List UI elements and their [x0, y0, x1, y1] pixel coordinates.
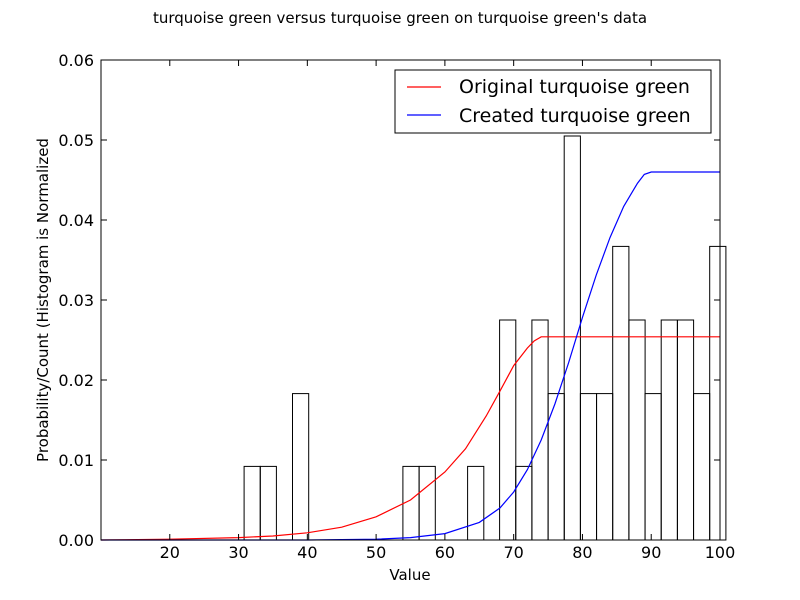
series-line-original — [100, 336, 720, 541]
x-tick-label: 30 — [228, 543, 248, 562]
legend: Original turquoise green Created turquoi… — [394, 69, 712, 134]
x-tick-label: 20 — [160, 543, 180, 562]
x-tick-label: 60 — [435, 543, 455, 562]
y-tick-label: 0.03 — [58, 291, 94, 310]
legend-label-original: Original turquoise green — [459, 76, 690, 98]
y-tick-label: 0.05 — [58, 131, 94, 150]
legend-box — [394, 69, 712, 134]
y-axis-tick-labels: 0.00 0.01 0.02 0.03 0.04 0.05 0.06 — [58, 51, 94, 550]
legend-label-created: Created turquoise green — [459, 105, 691, 127]
chart-title: turquoise green versus turquoise green o… — [153, 9, 647, 27]
y-axis-label: Probability/Count (Histogram is Normaliz… — [34, 138, 52, 462]
plot-frame — [100, 59, 721, 541]
y-tick-label: 0.06 — [58, 51, 94, 70]
y-tick-label: 0.00 — [58, 531, 94, 550]
x-tick-label: 70 — [503, 543, 523, 562]
y-tick-label: 0.01 — [58, 451, 94, 470]
x-tick-label: 100 — [705, 543, 736, 562]
x-axis-tick-labels: 20 30 40 50 60 70 80 90 100 — [160, 543, 736, 562]
series-line-created — [101, 171, 720, 541]
x-tick-label: 80 — [572, 543, 592, 562]
series-lines — [100, 171, 720, 541]
y-tick-label: 0.04 — [58, 211, 94, 230]
plot-area — [100, 59, 727, 541]
x-tick-label: 40 — [297, 543, 317, 562]
y-tick-label: 0.02 — [58, 371, 94, 390]
x-axis-label: Value — [389, 566, 430, 584]
x-tick-label: 50 — [366, 543, 386, 562]
x-tick-label: 90 — [641, 543, 661, 562]
